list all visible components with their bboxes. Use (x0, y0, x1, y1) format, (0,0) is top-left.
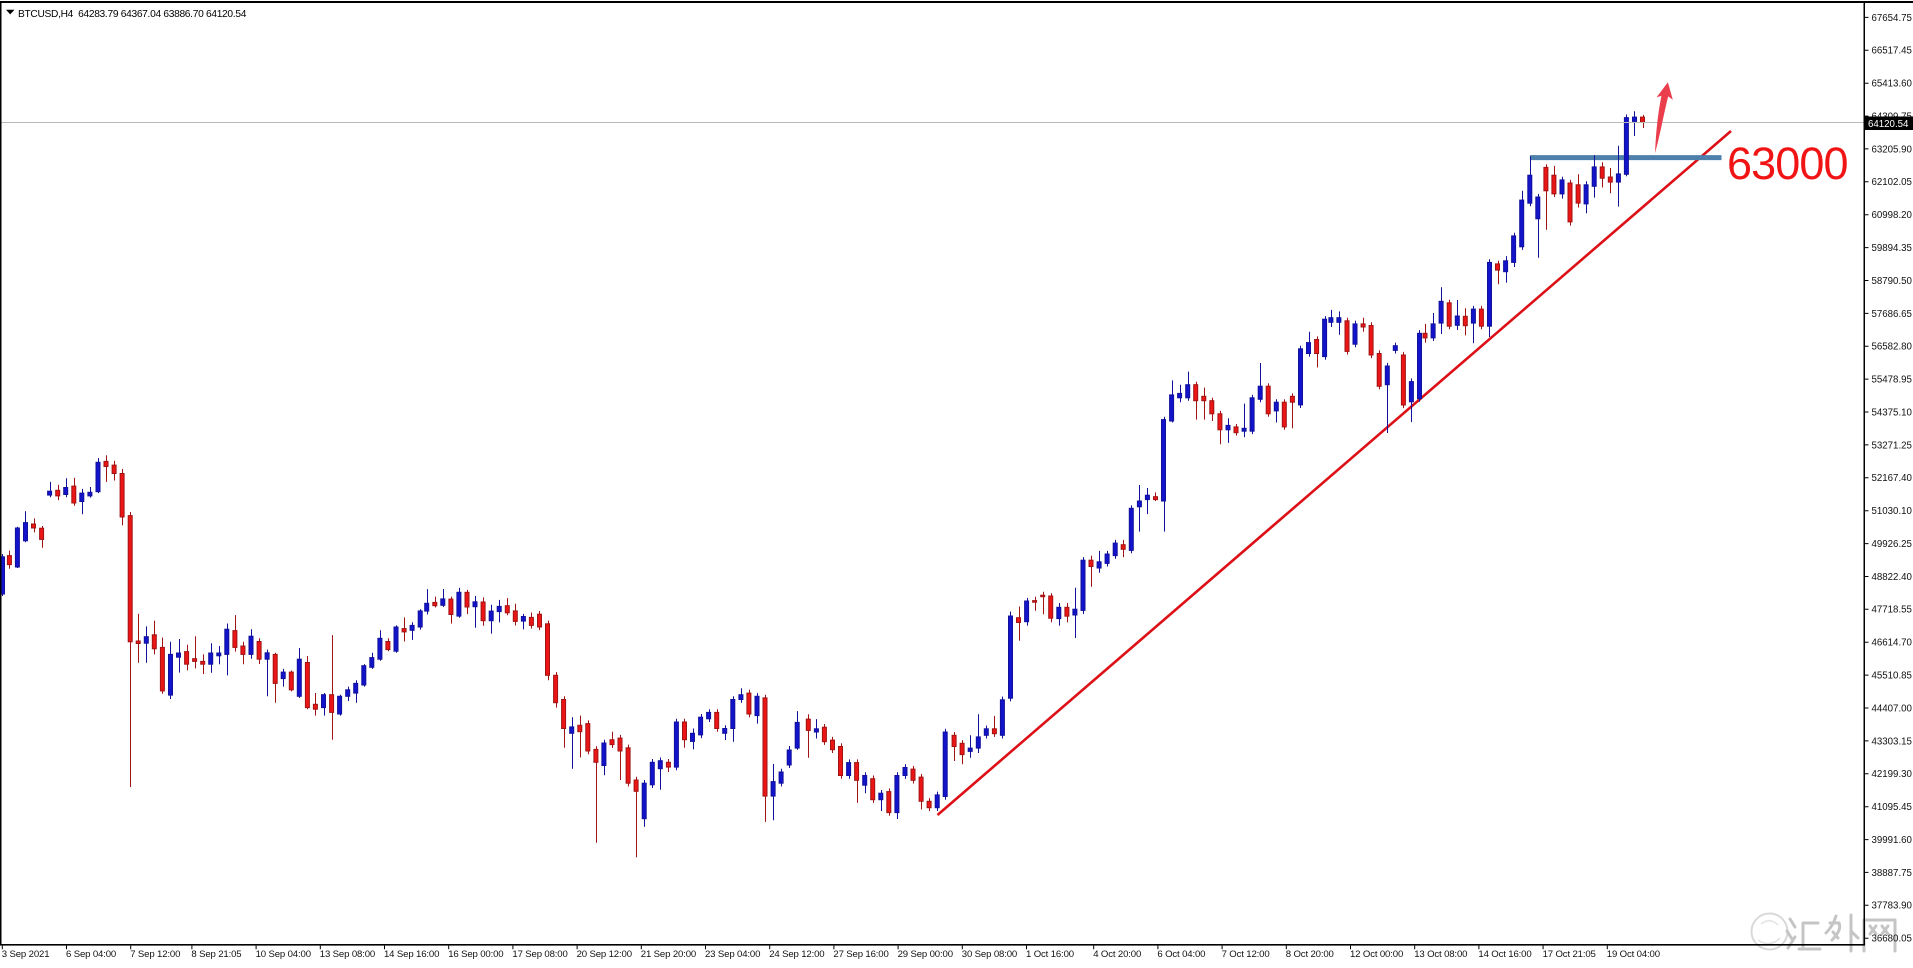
svg-text:54375.10: 54375.10 (1872, 407, 1913, 418)
svg-text:65413.60: 65413.60 (1872, 79, 1913, 90)
svg-text:41095.45: 41095.45 (1872, 802, 1912, 813)
svg-text:13 Oct 08:00: 13 Oct 08:00 (1414, 949, 1467, 960)
svg-text:48822.40: 48822.40 (1872, 572, 1913, 583)
svg-text:63205.90: 63205.90 (1872, 144, 1913, 155)
svg-text:8 Sep 21:05: 8 Sep 21:05 (191, 949, 241, 960)
svg-text:14 Sep 16:00: 14 Sep 16:00 (384, 949, 439, 960)
svg-text:4 Oct 20:00: 4 Oct 20:00 (1093, 949, 1141, 960)
svg-text:51030.10: 51030.10 (1872, 506, 1913, 517)
svg-text:42199.30: 42199.30 (1872, 769, 1913, 780)
svg-text:39991.60: 39991.60 (1872, 835, 1913, 846)
svg-text:66517.45: 66517.45 (1872, 46, 1912, 57)
svg-text:49926.25: 49926.25 (1872, 539, 1912, 550)
svg-text:52167.40: 52167.40 (1872, 473, 1913, 484)
svg-text:6 Oct 04:00: 6 Oct 04:00 (1157, 949, 1205, 960)
svg-text:23 Sep 04:00: 23 Sep 04:00 (705, 949, 760, 960)
svg-text:14 Oct 16:00: 14 Oct 16:00 (1478, 949, 1531, 960)
svg-text:56582.80: 56582.80 (1872, 342, 1913, 353)
svg-text:17 Oct 21:05: 17 Oct 21:05 (1543, 949, 1596, 960)
svg-text:45510.85: 45510.85 (1872, 671, 1912, 682)
svg-text:47718.55: 47718.55 (1872, 605, 1912, 616)
svg-text:27 Sep 16:00: 27 Sep 16:00 (833, 949, 888, 960)
svg-text:13 Sep 08:00: 13 Sep 08:00 (320, 949, 375, 960)
svg-text:60998.20: 60998.20 (1872, 210, 1913, 221)
svg-text:24 Sep 12:00: 24 Sep 12:00 (769, 949, 824, 960)
svg-text:20 Sep 12:00: 20 Sep 12:00 (577, 949, 632, 960)
svg-text:58790.50: 58790.50 (1872, 276, 1913, 287)
svg-text:7 Sep 12:00: 7 Sep 12:00 (130, 949, 180, 960)
svg-text:46614.70: 46614.70 (1872, 638, 1913, 649)
svg-text:59894.35: 59894.35 (1872, 243, 1912, 254)
svg-text:BTCUSD,H4 64283.79 64367.04 6: BTCUSD,H4 64283.79 64367.04 63886.70 641… (18, 9, 247, 20)
svg-text:55478.95: 55478.95 (1872, 375, 1912, 386)
svg-text:29 Sep 00:00: 29 Sep 00:00 (898, 949, 953, 960)
svg-text:19 Oct 04:00: 19 Oct 04:00 (1607, 949, 1660, 960)
svg-text:43303.15: 43303.15 (1872, 736, 1912, 747)
svg-text:17 Sep 08:00: 17 Sep 08:00 (512, 949, 567, 960)
svg-text:63000: 63000 (1727, 138, 1848, 189)
svg-text:21 Sep 20:00: 21 Sep 20:00 (641, 949, 696, 960)
svg-text:6 Sep 04:00: 6 Sep 04:00 (66, 949, 116, 960)
svg-text:53271.25: 53271.25 (1872, 440, 1912, 451)
svg-text:1 Oct 16:00: 1 Oct 16:00 (1026, 949, 1074, 960)
svg-text:67654.75: 67654.75 (1872, 13, 1912, 24)
svg-text:36680.05: 36680.05 (1872, 934, 1912, 945)
svg-text:30 Sep 08:00: 30 Sep 08:00 (962, 949, 1017, 960)
svg-text:44407.00: 44407.00 (1872, 703, 1913, 714)
svg-text:8 Oct 20:00: 8 Oct 20:00 (1286, 949, 1334, 960)
svg-text:12 Oct 00:00: 12 Oct 00:00 (1350, 949, 1403, 960)
svg-text:57686.65: 57686.65 (1872, 309, 1912, 320)
svg-text:64120.54: 64120.54 (1868, 119, 1909, 130)
svg-text:10 Sep 04:00: 10 Sep 04:00 (256, 949, 311, 960)
svg-text:7 Oct 12:00: 7 Oct 12:00 (1222, 949, 1270, 960)
svg-text:3 Sep 2021: 3 Sep 2021 (2, 949, 50, 960)
svg-text:38887.75: 38887.75 (1872, 868, 1912, 879)
svg-text:16 Sep 00:00: 16 Sep 00:00 (448, 949, 503, 960)
svg-text:62102.05: 62102.05 (1872, 177, 1912, 188)
svg-text:37783.90: 37783.90 (1872, 901, 1913, 912)
